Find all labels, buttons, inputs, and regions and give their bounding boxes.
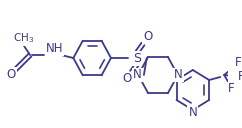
Text: N: N: [133, 68, 142, 82]
Text: O: O: [143, 30, 152, 44]
Text: N: N: [189, 105, 197, 119]
Text: N: N: [174, 68, 183, 82]
Text: CH$_3$: CH$_3$: [13, 31, 34, 45]
Text: O: O: [122, 72, 132, 86]
Text: O: O: [7, 67, 16, 81]
Text: F: F: [228, 83, 235, 95]
Text: F: F: [235, 56, 242, 70]
Text: F: F: [238, 71, 242, 83]
Text: NH: NH: [46, 42, 63, 56]
Text: S: S: [133, 51, 141, 65]
